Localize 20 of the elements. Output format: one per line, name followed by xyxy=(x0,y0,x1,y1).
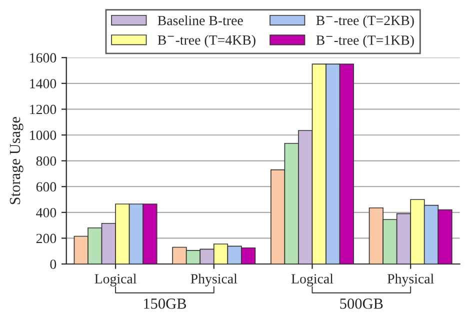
y-tick-label: 1000 xyxy=(30,130,56,140)
legend-label: Baseline B-tree xyxy=(158,15,243,26)
text: 500GB xyxy=(340,298,383,309)
y-tick-label: 0 xyxy=(50,260,56,269)
x-tick-label: Logical xyxy=(291,274,334,286)
text: 150GB xyxy=(144,298,186,309)
y-axis-title: Storage Usage xyxy=(10,116,24,204)
x-tick-label: Logical xyxy=(94,274,136,286)
y-tick-label: 1200 xyxy=(30,104,56,114)
legend-label: B$^{−}$-tree (T=1KB) xyxy=(316,35,414,48)
y-tick-label: 1600 xyxy=(30,53,56,63)
y-tick-label: 400 xyxy=(36,208,56,218)
legend-label: B$^{−}$-tree (T=4KB) xyxy=(158,35,256,48)
x-tick-label: Physical xyxy=(190,274,238,286)
legend-label: B$^{−}$-tree (T=2KB) xyxy=(316,15,414,28)
x-tick-label: Physical xyxy=(387,274,434,286)
y-tick-label: 200 xyxy=(36,234,56,244)
y-tick-label: 600 xyxy=(36,182,56,192)
y-tick-label: 1400 xyxy=(30,78,56,88)
y-tick-label: 800 xyxy=(36,156,56,166)
